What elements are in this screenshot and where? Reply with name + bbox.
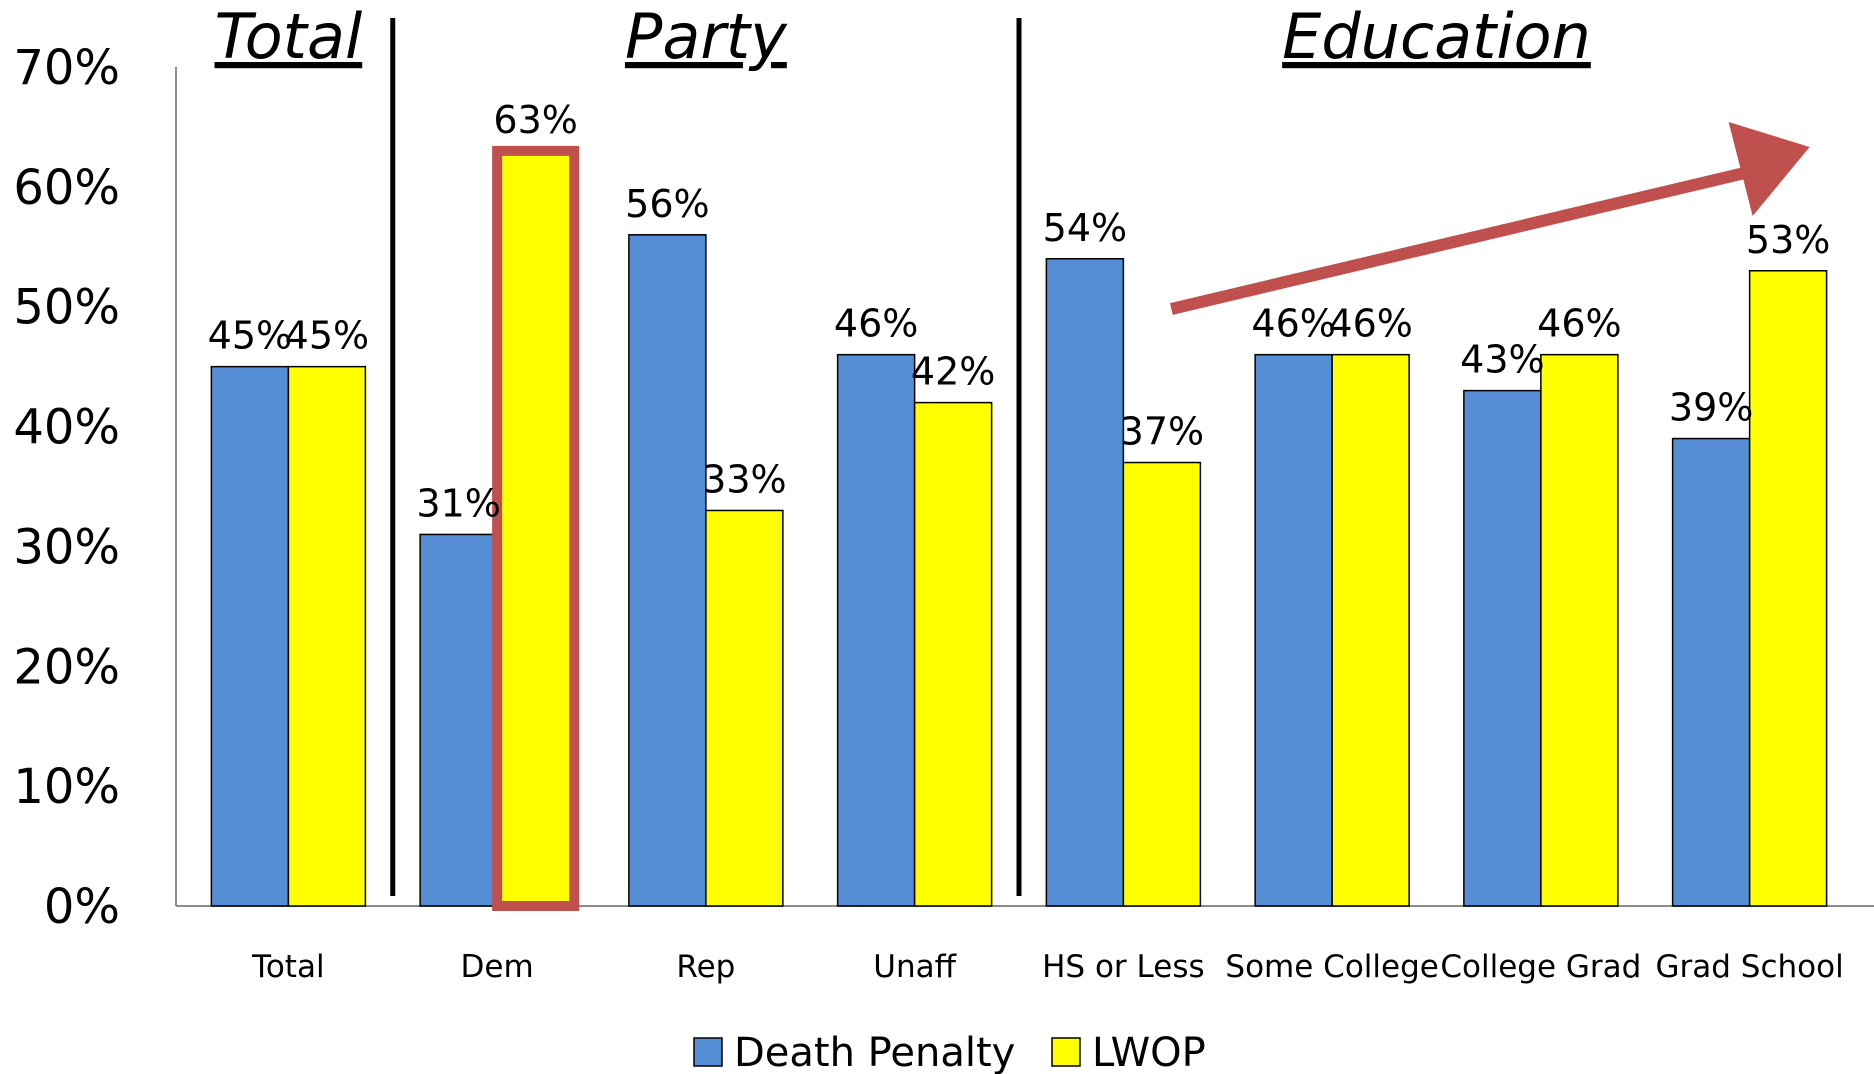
bar-death-penalty — [419, 533, 498, 907]
group-headers: Total Party Education — [215, 0, 1591, 896]
group-header: Party — [625, 0, 788, 73]
category-label: Dem — [461, 949, 534, 985]
category-label: Total — [251, 949, 324, 985]
y-tick-label: 10% — [13, 759, 120, 815]
bar-lwop — [287, 365, 367, 907]
data-label: 33% — [702, 457, 786, 501]
legend-swatch — [693, 1037, 723, 1067]
legend-label: Death Penalty — [734, 1030, 1015, 1074]
bar-lwop — [1331, 353, 1410, 907]
y-tick-label: 40% — [13, 400, 120, 456]
trend-arrow-shaft — [1169, 167, 1747, 315]
data-label: 46% — [1537, 302, 1621, 346]
data-label: 46% — [1328, 302, 1412, 346]
bar-lwop — [492, 145, 580, 911]
bar-lwop — [1540, 353, 1619, 907]
bar-death-penalty — [1045, 258, 1125, 907]
bar-lwop — [1748, 270, 1828, 907]
data-label: 42% — [911, 350, 995, 394]
trend-arrow-head — [1728, 122, 1810, 216]
data-label: 54% — [1043, 206, 1127, 250]
category-label: Grad School — [1656, 949, 1844, 985]
data-labels: 45%45%31%63%56%33%46%42%54%37%46%46%43%4… — [208, 98, 1831, 526]
y-tick-label: 0% — [44, 879, 120, 935]
category-label: Rep — [676, 949, 735, 985]
bar-death-penalty — [210, 365, 290, 907]
category-labels: Total Dem Rep Unaff HS or Less Some College Co… — [251, 949, 1844, 985]
bar-lwop — [913, 401, 993, 907]
data-label: 63% — [493, 98, 577, 142]
bar-death-penalty — [836, 353, 916, 907]
data-label: 31% — [416, 481, 500, 525]
bar-lwop — [1122, 461, 1202, 907]
bar-death-penalty — [1463, 389, 1542, 907]
bar-death-penalty — [1671, 437, 1751, 907]
data-label: 45% — [285, 314, 369, 358]
data-label: 53% — [1746, 218, 1830, 262]
data-label: 46% — [1251, 302, 1335, 346]
bar-death-penalty — [628, 234, 707, 907]
y-axis: 0% 10% 20% 30% 40% 50% 60% 70% — [13, 40, 1874, 935]
legend-swatch — [1051, 1037, 1081, 1067]
y-tick-label: 50% — [13, 280, 120, 336]
legend: Death Penalty LWOP — [693, 1030, 1206, 1074]
y-tick-label: 60% — [13, 160, 120, 216]
data-label: 56% — [625, 182, 709, 226]
data-label: 45% — [208, 314, 292, 358]
category-label: Some College — [1225, 949, 1438, 985]
bars — [210, 145, 1828, 911]
category-label: College Grad — [1440, 949, 1641, 985]
y-tick-label: 30% — [13, 519, 120, 575]
legend-label: LWOP — [1092, 1030, 1206, 1074]
data-label: 43% — [1460, 338, 1544, 382]
y-tick-label: 20% — [13, 639, 120, 695]
category-label: Unaff — [873, 949, 956, 985]
data-label: 46% — [834, 302, 918, 346]
group-header: Total — [215, 0, 363, 73]
y-tick-label: 70% — [13, 40, 120, 96]
bar-death-penalty — [1254, 353, 1333, 907]
group-header: Education — [1282, 0, 1591, 73]
data-label: 39% — [1669, 386, 1753, 430]
data-label: 37% — [1120, 410, 1204, 454]
bar-lwop — [705, 509, 784, 907]
annotation — [1169, 122, 1810, 315]
category-label: HS or Less — [1042, 949, 1205, 985]
